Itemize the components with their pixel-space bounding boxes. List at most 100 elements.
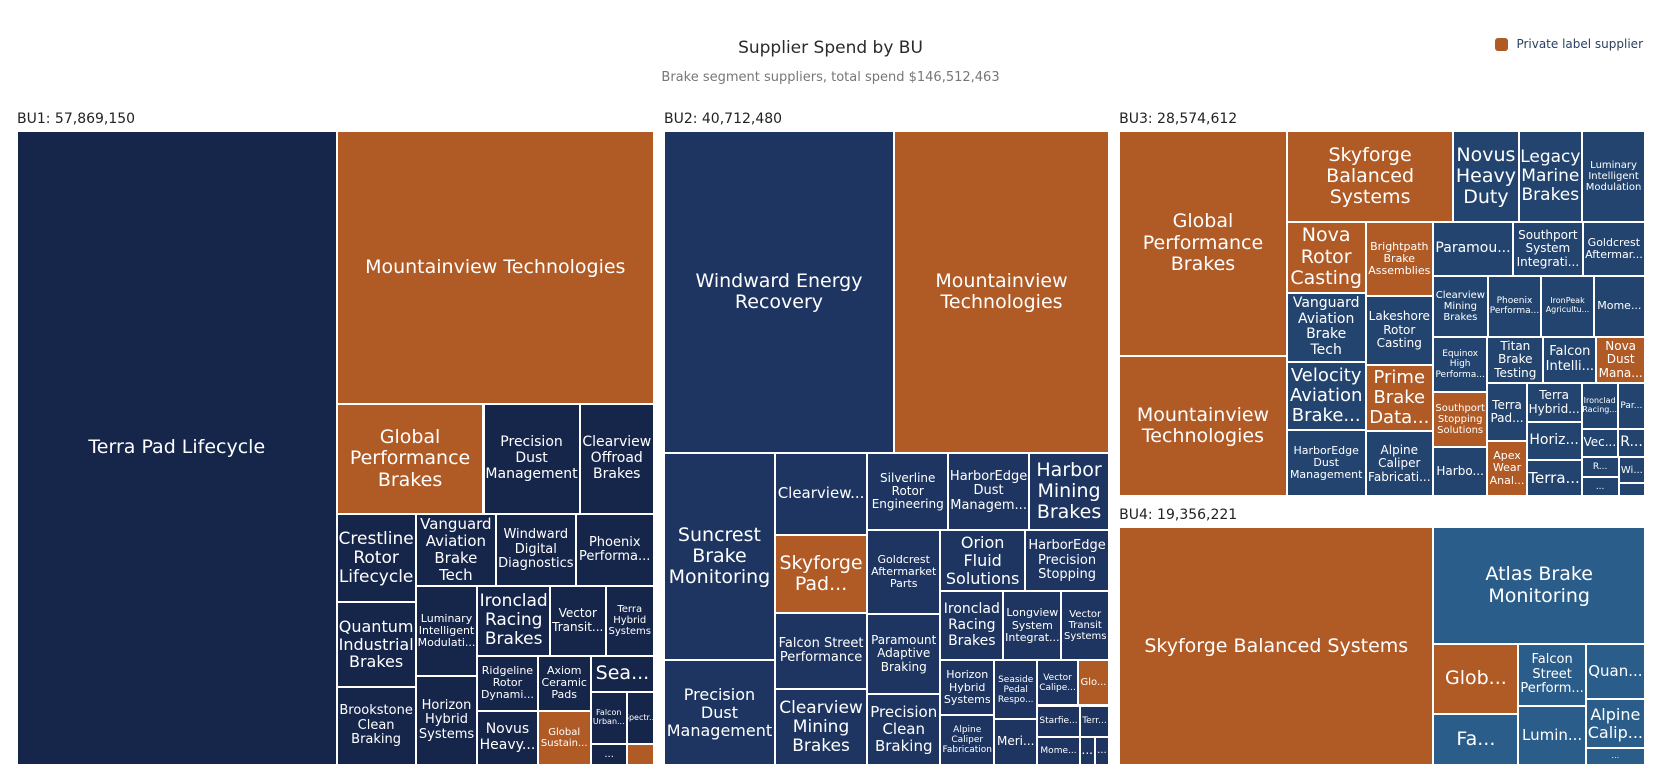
tile[interactable]: Skyforge Balanced Systems [1286,131,1454,222]
tile[interactable]: Ironclad Racing Brakes [477,585,551,656]
tile[interactable]: HarborEdge Precision Stopping [1025,530,1110,592]
tile[interactable]: Horizon Hybrid Systems [940,660,995,716]
tile[interactable]: Paramou... [1433,221,1513,277]
tile[interactable]: Falcon Street Performance [774,613,868,690]
tile[interactable]: Novus Heavy Duty [1453,131,1519,222]
tile[interactable]: HarborEdge Dust Managem... [948,453,1029,531]
tile[interactable]: ... [590,743,628,765]
tile[interactable]: Glo... [1077,660,1110,706]
tile[interactable]: Terr... [1079,705,1110,737]
tile[interactable]: Alpine Calip... [1585,698,1645,749]
tile[interactable]: Nova Dust Mana... [1596,336,1645,384]
tile[interactable]: Axiom Ceramic Pads [537,655,591,711]
tile[interactable]: Apex Wear Anal... [1487,440,1527,497]
tile[interactable]: ... [1585,748,1645,765]
tile[interactable]: Luminary Intelligent Modulati... [415,585,478,677]
tile[interactable]: Mome... [1037,736,1080,765]
tile[interactable]: Falcon Street Perform... [1518,643,1586,706]
tile[interactable]: Vanguard Aviation Brake Tech [1286,292,1366,362]
tile[interactable]: Wi... [1618,457,1645,484]
tile[interactable]: Goldcrest Aftermarket Parts [867,530,941,614]
tile[interactable]: Clearview Mining Brakes [1433,276,1488,337]
tile[interactable]: Global Performance Brakes [1119,131,1287,356]
tile[interactable]: Par... [1617,383,1645,429]
tile[interactable]: Fa... [1433,713,1519,765]
tile[interactable]: Mountainview Technologies [336,131,654,404]
tile[interactable]: Novus Heavy... [477,710,538,765]
tile[interactable] [627,743,654,765]
tile[interactable]: Equinox High Performa... [1433,336,1488,393]
tile[interactable]: Orion Fluid Solutions [940,530,1025,592]
tile[interactable]: Mountainview Technologies [893,131,1110,454]
tile[interactable]: Alpine Caliper Fabrication [940,715,995,765]
tile[interactable]: Lakeshore Rotor Casting [1365,296,1433,365]
tile[interactable]: Brookstone Clean Braking [336,686,416,765]
tile[interactable]: ... [1079,736,1095,765]
tile[interactable]: Seaside Pedal Respo... [994,660,1038,720]
tile[interactable]: Ironclad Racing Brakes [940,591,1004,661]
tile[interactable]: Clearview Mining Brakes [774,689,868,765]
tile[interactable]: Windward Digital Diagnostics [496,514,576,586]
tile[interactable]: Vec... [1581,428,1619,458]
tile[interactable]: Precision Dust Management [483,403,580,515]
tile[interactable]: Longview System Integrat... [1003,591,1062,661]
tile[interactable]: Velocity Aviation Brake... [1286,361,1366,430]
tile[interactable]: Quantum Industrial Brakes [336,602,416,687]
tile[interactable]: Starfie... [1037,705,1080,737]
tile[interactable]: Vanguard Aviation Brake Tech [415,514,497,586]
tile[interactable]: Atlas Brake Monitoring [1433,527,1645,644]
tile[interactable]: Skyforge Balanced Systems [1119,527,1434,765]
tile[interactable]: Crestline Rotor Lifecycle [336,514,416,603]
tile[interactable]: Quan... [1585,643,1645,699]
tile[interactable]: Brightpath Brake Assemblies [1365,221,1433,297]
tile[interactable]: Phoenix Performa... [1487,276,1542,337]
tile[interactable]: Precision Clean Braking [867,693,941,765]
tile[interactable]: Terra Pad... [1487,383,1527,441]
tile[interactable]: Harbo... [1433,446,1488,497]
tile[interactable]: Ridgeline Rotor Dynami... [477,655,538,711]
tile[interactable]: HarborEdge Dust Management [1286,430,1366,497]
tile[interactable]: Nova Rotor Casting [1286,221,1366,293]
tile[interactable]: Horiz... [1526,422,1582,460]
tile[interactable]: Alpine Caliper Fabricati... [1365,431,1433,497]
tile[interactable]: Skyforge Pad... [774,534,868,614]
tile[interactable]: ... [1581,477,1619,497]
tile[interactable]: Terra Hybrid... [1526,383,1582,423]
tile[interactable]: Ironclad Racing... [1581,383,1618,429]
tile[interactable]: Sea... [590,655,654,693]
tile[interactable]: Meri... [994,719,1038,765]
legend-item[interactable]: Private label supplier [1495,37,1643,51]
tile[interactable]: Harbor Mining Brakes [1028,453,1110,531]
tile[interactable]: Terra... [1526,459,1582,497]
tile[interactable]: Windward Energy Recovery [663,131,894,454]
tile[interactable]: Clearview... [774,453,868,535]
tile[interactable]: Terra Pad Lifecycle [17,131,337,765]
tile[interactable]: Vector Transit... [550,585,606,656]
tile[interactable]: Precision Dust Management [663,660,775,765]
tile[interactable]: Titan Brake Testing [1487,336,1544,384]
tile[interactable]: Prime Brake Data... [1365,364,1433,432]
tile[interactable]: Mome... [1593,276,1645,337]
tile[interactable]: Global Performance Brakes [336,403,484,515]
tile[interactable]: Glob... [1433,643,1519,714]
tile[interactable] [1618,483,1645,497]
tile[interactable]: ... [1094,736,1110,765]
tile[interactable]: Lumin... [1518,705,1586,765]
tile[interactable]: Luminary Intelligent Modulation [1582,131,1645,222]
tile[interactable]: Phoenix Performa... [575,514,654,586]
tile[interactable]: Mountainview Technologies [1119,355,1287,497]
tile[interactable]: R... [1581,457,1619,478]
tile[interactable]: Clearview Offroad Brakes [579,403,654,515]
tile[interactable]: Southport System Integrati... [1512,221,1583,277]
tile[interactable]: Global Sustain... [537,710,591,765]
tile[interactable]: Southport Stopping Solutions [1433,392,1488,447]
tile[interactable]: Vector Transit Systems [1061,591,1110,661]
tile[interactable]: Spectr... [626,692,654,744]
tile[interactable]: Horizon Hybrid Systems [415,676,478,765]
tile[interactable]: Falcon Intelli... [1543,336,1597,384]
tile[interactable]: Silverline Rotor Engineering [867,453,949,531]
tile[interactable]: Legacy Marine Brakes [1518,131,1583,222]
tile[interactable]: Terra Hybrid Systems [605,585,654,656]
tile[interactable]: Falcon Urban... [590,692,627,744]
tile[interactable]: R... [1618,428,1645,458]
